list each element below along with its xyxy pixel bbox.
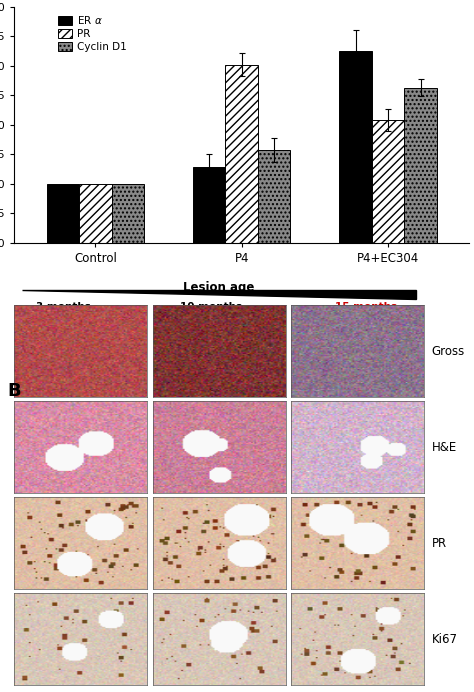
Text: H&E: H&E bbox=[431, 441, 456, 454]
Bar bbox=[112, 183, 144, 243]
Bar bbox=[339, 51, 372, 243]
Bar bbox=[79, 183, 112, 243]
Bar bbox=[404, 88, 437, 243]
Bar bbox=[372, 120, 404, 243]
Text: 15 months: 15 months bbox=[336, 302, 398, 312]
Text: 3 months: 3 months bbox=[36, 302, 91, 312]
Text: PR: PR bbox=[431, 536, 447, 549]
Bar bbox=[47, 183, 79, 243]
Bar bbox=[226, 64, 258, 243]
Bar bbox=[258, 150, 291, 243]
Text: Lesion age: Lesion age bbox=[183, 281, 255, 294]
Polygon shape bbox=[22, 290, 416, 299]
Text: Gross: Gross bbox=[431, 345, 465, 358]
Text: Ki67: Ki67 bbox=[431, 632, 457, 646]
Legend: ER $\alpha$, PR, Cyclin D1: ER $\alpha$, PR, Cyclin D1 bbox=[56, 12, 128, 54]
Text: B: B bbox=[7, 382, 21, 400]
Bar bbox=[193, 167, 226, 243]
Text: 10 months: 10 months bbox=[180, 302, 242, 312]
